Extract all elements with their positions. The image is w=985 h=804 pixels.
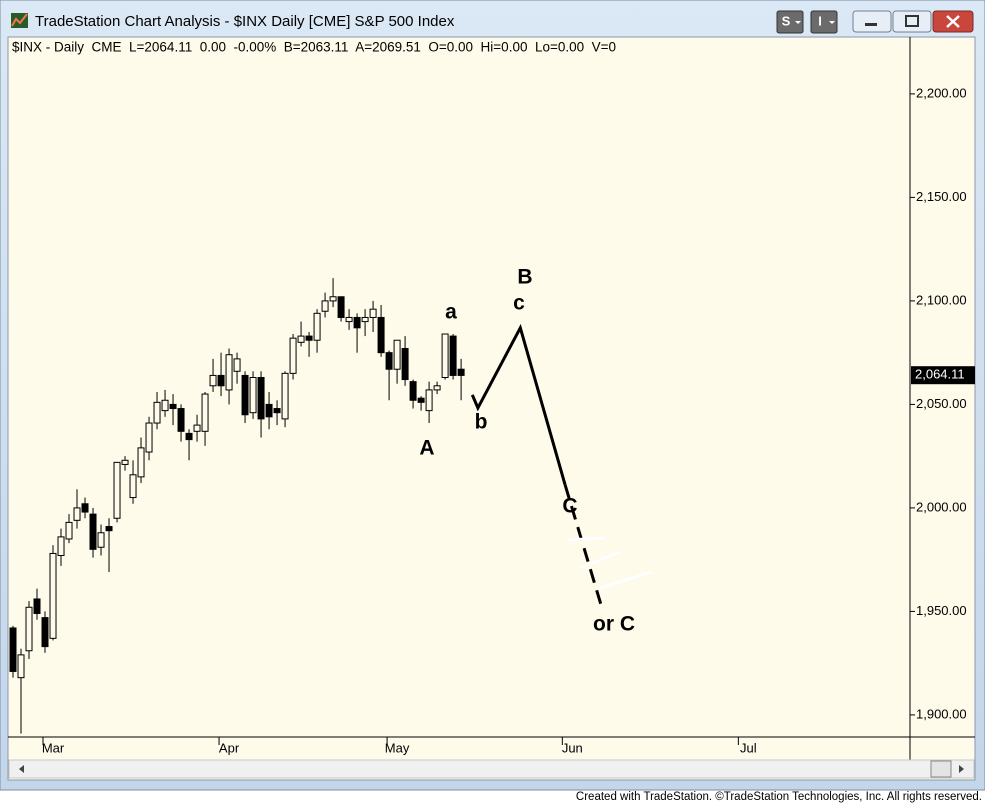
candle-body bbox=[265, 403, 273, 418]
candle-body bbox=[433, 385, 441, 391]
candle-body bbox=[409, 381, 417, 401]
candle-body bbox=[281, 372, 289, 420]
candle-body bbox=[345, 316, 353, 323]
candle-body bbox=[177, 408, 185, 432]
candle-body bbox=[377, 316, 385, 354]
x-tick-label: Jul bbox=[740, 740, 757, 755]
candle-body bbox=[25, 606, 33, 652]
candle-body bbox=[105, 526, 113, 532]
candle-body bbox=[241, 374, 249, 416]
candle-body bbox=[9, 627, 17, 672]
candle-body bbox=[337, 296, 345, 318]
wave-label: C bbox=[562, 495, 577, 518]
candle-body bbox=[329, 296, 337, 302]
maximize-button[interactable] bbox=[892, 10, 932, 33]
y-tick-label: 2,050.00 bbox=[916, 396, 967, 411]
candle-body bbox=[169, 403, 177, 410]
y-tick-label: 1,950.00 bbox=[916, 603, 967, 618]
candle-body bbox=[129, 474, 137, 499]
candle-body bbox=[145, 422, 153, 453]
x-tick-label: May bbox=[385, 740, 410, 755]
y-tick-label: 2,150.00 bbox=[916, 189, 967, 204]
x-tick-label: Apr bbox=[219, 740, 240, 755]
wave-label: or C bbox=[593, 613, 635, 636]
candle-body bbox=[369, 308, 377, 318]
y-tick-label: 1,900.00 bbox=[916, 706, 967, 721]
candle-body bbox=[393, 339, 401, 370]
x-tick-label: Jun bbox=[562, 740, 583, 755]
candle-body bbox=[153, 401, 161, 424]
candle-body bbox=[161, 399, 169, 412]
sketch-mark bbox=[566, 536, 606, 542]
candle-body bbox=[193, 424, 201, 432]
candle-body bbox=[353, 316, 361, 329]
candle-body bbox=[457, 368, 465, 376]
sketch-mark bbox=[579, 550, 621, 570]
candle-body bbox=[361, 316, 369, 323]
toolbar-button[interactable]: S bbox=[776, 10, 804, 34]
candle-body bbox=[313, 312, 321, 341]
candle-body bbox=[201, 393, 209, 432]
candle-body bbox=[321, 300, 329, 312]
wave-label: A bbox=[419, 437, 434, 460]
candle-body bbox=[289, 337, 297, 374]
candle-body bbox=[305, 335, 313, 341]
wave-label: a bbox=[445, 301, 457, 324]
toolbar-button[interactable]: I bbox=[810, 10, 838, 34]
last-price-box bbox=[911, 366, 975, 385]
candle-body bbox=[137, 447, 145, 478]
y-tick-label: 2,100.00 bbox=[916, 292, 967, 307]
wave-projection bbox=[470, 323, 567, 486]
candle-body bbox=[257, 376, 265, 420]
close-button[interactable] bbox=[932, 10, 974, 33]
candle-body bbox=[249, 376, 257, 414]
symbol-info: $INX - Daily CME L=2064.11 0.00 -0.00% B… bbox=[12, 40, 616, 55]
candle-body bbox=[441, 333, 449, 378]
candle-body bbox=[113, 461, 121, 519]
candles bbox=[9, 278, 465, 734]
y-tick-label: 2,000.00 bbox=[916, 499, 967, 514]
candle-body bbox=[65, 521, 73, 540]
candle-body bbox=[417, 397, 425, 403]
candle-body bbox=[209, 374, 217, 387]
wave-label: c bbox=[513, 292, 525, 315]
candle-body bbox=[449, 335, 457, 376]
candle-body bbox=[401, 348, 409, 381]
chart-pane bbox=[7, 36, 976, 781]
wave-label: b bbox=[475, 411, 488, 434]
candle-body bbox=[425, 389, 433, 412]
candle-body bbox=[49, 552, 57, 639]
minimize-button[interactable] bbox=[852, 10, 892, 33]
candle-body bbox=[17, 654, 25, 679]
wave-label: B bbox=[517, 266, 532, 289]
button-label: S bbox=[782, 13, 791, 28]
last-price-label: 2,064.11 bbox=[915, 367, 965, 382]
candle-body bbox=[297, 335, 305, 343]
candle-body bbox=[233, 358, 241, 372]
y-tick-label: 2,200.00 bbox=[916, 85, 967, 100]
candle-body bbox=[33, 598, 41, 614]
x-tick-label: Mar bbox=[42, 740, 65, 755]
window-title: TradeStation Chart Analysis - $INX Daily… bbox=[35, 13, 455, 30]
candle-body bbox=[121, 459, 129, 465]
candle-body bbox=[81, 503, 89, 513]
button-label: I bbox=[818, 13, 822, 28]
candle-body bbox=[385, 352, 393, 370]
candle-body bbox=[89, 513, 97, 550]
candle-body bbox=[225, 354, 233, 391]
candle-body bbox=[97, 532, 105, 548]
candle-body bbox=[185, 432, 193, 441]
app-icon bbox=[11, 13, 28, 28]
footer: Created with TradeStation. ©TradeStation… bbox=[576, 791, 982, 803]
candle-body bbox=[73, 507, 81, 521]
sketch-mark bbox=[599, 570, 653, 590]
candle-body bbox=[273, 408, 281, 414]
scrollbar[interactable] bbox=[8, 759, 975, 779]
candle-body bbox=[57, 536, 65, 557]
candle-body bbox=[217, 374, 225, 387]
candle-body bbox=[41, 617, 49, 648]
